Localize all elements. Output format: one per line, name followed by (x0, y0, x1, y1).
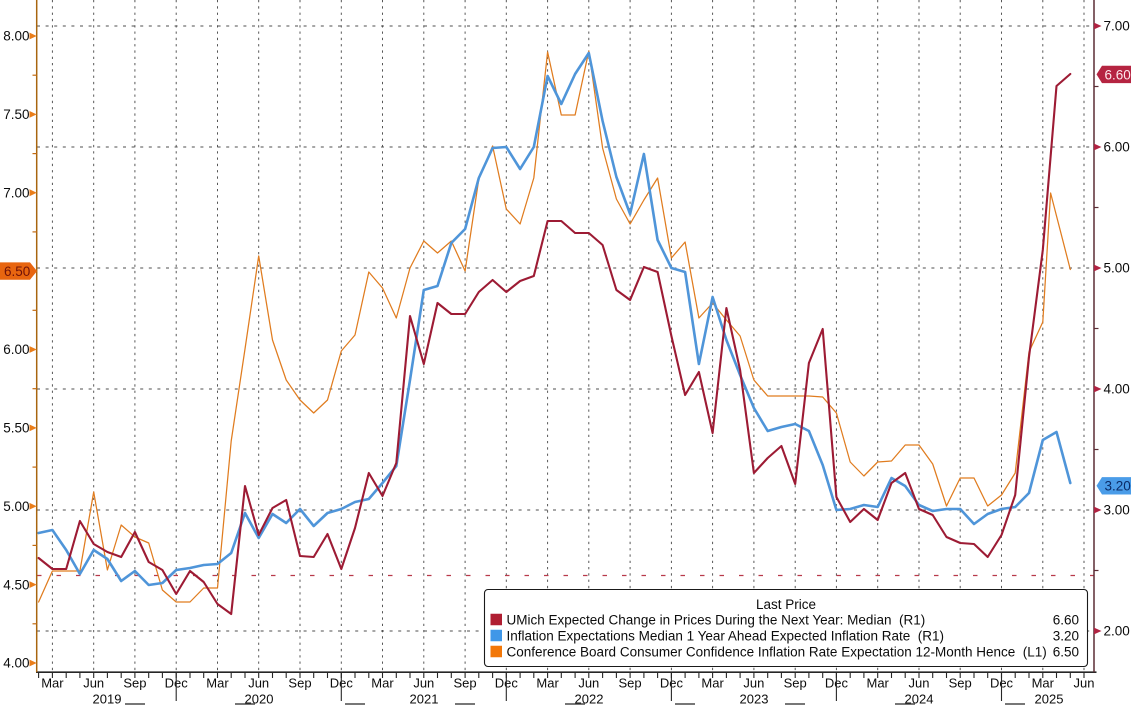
svg-text:Mar: Mar (206, 676, 229, 691)
svg-text:2022: 2022 (575, 692, 604, 707)
svg-text:Sep: Sep (949, 676, 972, 691)
svg-text:Jun: Jun (578, 676, 599, 691)
svg-text:Sep: Sep (619, 676, 642, 691)
svg-text:3.20: 3.20 (1105, 479, 1131, 494)
svg-text:4.50: 4.50 (3, 577, 29, 592)
svg-text:Conference Board Consumer Conf: Conference Board Consumer Confidence Inf… (507, 644, 1047, 659)
svg-text:6.50: 6.50 (4, 264, 30, 279)
svg-text:5.00: 5.00 (1104, 261, 1130, 276)
svg-text:7.50: 7.50 (3, 107, 29, 122)
svg-text:2020: 2020 (245, 692, 274, 707)
svg-text:Sep: Sep (288, 676, 311, 691)
svg-text:2019: 2019 (93, 692, 122, 707)
svg-text:6.00: 6.00 (3, 342, 29, 357)
svg-text:7.00: 7.00 (3, 185, 29, 200)
svg-text:3.00: 3.00 (1104, 503, 1130, 518)
svg-text:Jun: Jun (248, 676, 269, 691)
svg-text:Jun: Jun (909, 676, 930, 691)
svg-text:Sep: Sep (454, 676, 477, 691)
svg-text:Mar: Mar (1032, 676, 1055, 691)
svg-text:6.60: 6.60 (1053, 612, 1079, 627)
svg-text:Mar: Mar (701, 676, 724, 691)
svg-text:5.50: 5.50 (3, 421, 29, 436)
svg-text:Mar: Mar (867, 676, 890, 691)
svg-text:4.00: 4.00 (3, 656, 29, 671)
svg-text:Inflation Expectations Median: Inflation Expectations Median 1 Year Ahe… (507, 628, 945, 643)
svg-text:2.00: 2.00 (1104, 624, 1130, 639)
svg-text:6.60: 6.60 (1105, 67, 1131, 82)
svg-text:2021: 2021 (410, 692, 439, 707)
svg-text:Mar: Mar (41, 676, 64, 691)
svg-text:2024: 2024 (905, 692, 934, 707)
svg-text:Last Price: Last Price (756, 597, 816, 612)
svg-text:4.00: 4.00 (1104, 382, 1130, 397)
svg-text:3.20: 3.20 (1053, 628, 1079, 643)
svg-text:2025: 2025 (1035, 692, 1064, 707)
svg-text:Jun: Jun (743, 676, 764, 691)
svg-text:6.00: 6.00 (1104, 140, 1130, 155)
svg-text:UMich Expected Change in Price: UMich Expected Change in Prices During t… (507, 612, 926, 627)
svg-text:5.00: 5.00 (3, 499, 29, 514)
svg-text:2023: 2023 (740, 692, 769, 707)
svg-text:8.00: 8.00 (3, 29, 29, 44)
svg-text:Sep: Sep (784, 676, 807, 691)
svg-text:6.50: 6.50 (1053, 644, 1079, 659)
svg-text:Mar: Mar (371, 676, 394, 691)
svg-text:Jun: Jun (1074, 676, 1095, 691)
svg-text:7.00: 7.00 (1104, 19, 1130, 34)
svg-text:Jun: Jun (413, 676, 434, 691)
svg-text:Sep: Sep (123, 676, 146, 691)
svg-text:Mar: Mar (536, 676, 559, 691)
svg-text:Jun: Jun (83, 676, 104, 691)
